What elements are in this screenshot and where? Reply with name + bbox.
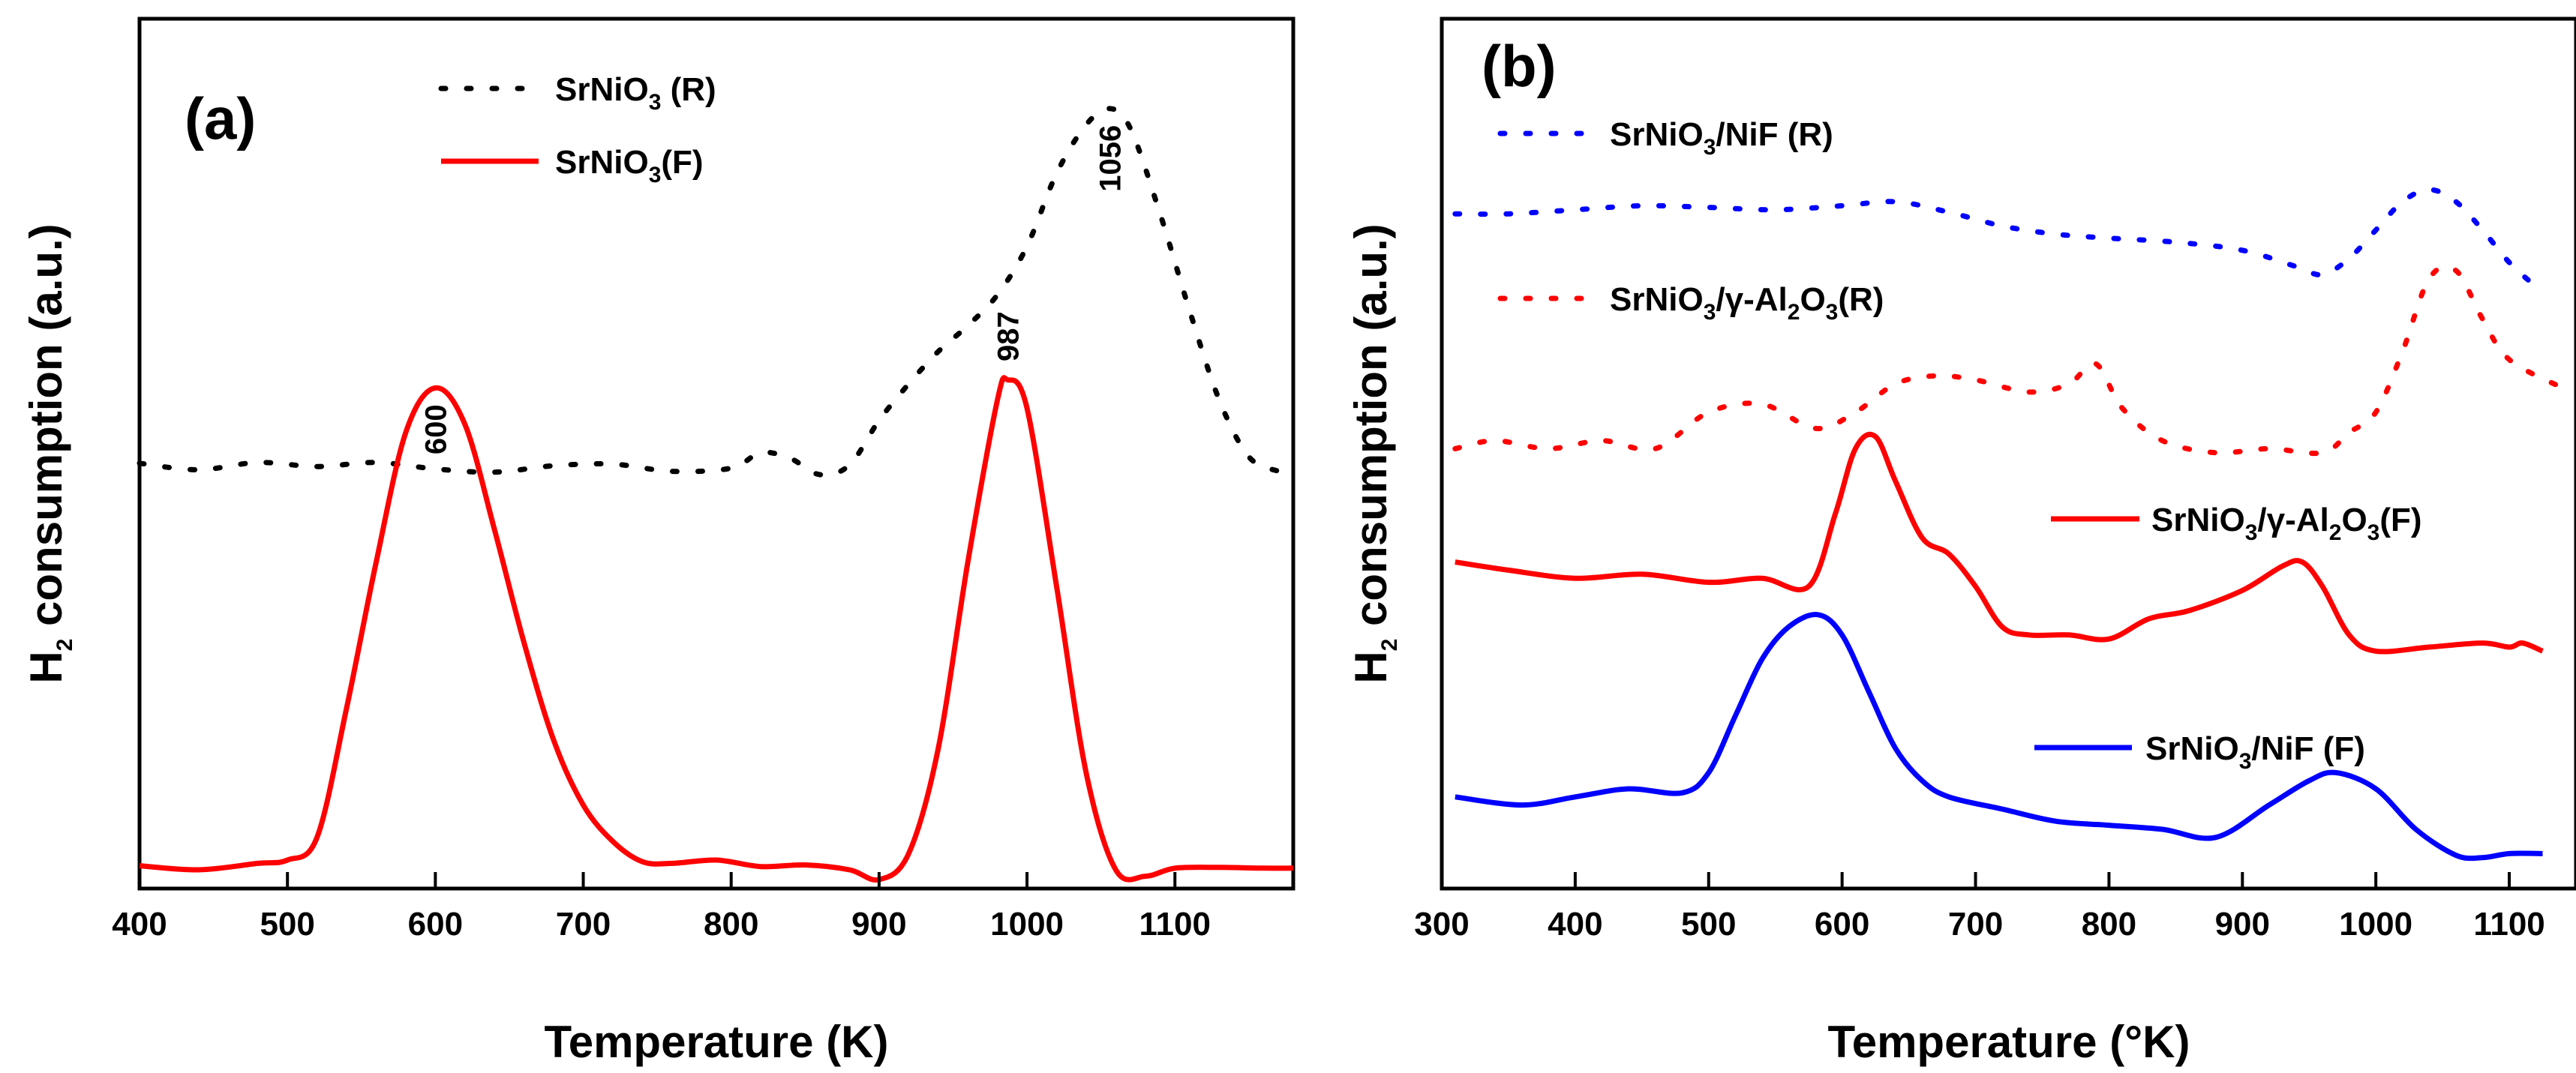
peak-label-600: 600 xyxy=(419,404,452,454)
panel-b-frame xyxy=(1440,16,2576,891)
x-tick-label-600: 600 xyxy=(1815,906,1869,943)
panel-a-series-layer xyxy=(137,106,1294,883)
x-tick-label-300: 300 xyxy=(1414,906,1469,943)
x-tick-label-800: 800 xyxy=(704,906,758,943)
peak-label-1056: 1056 xyxy=(1094,125,1127,192)
panel-b-legend: SrNiO3/NiF (R) SrNiO3/γ-Al2O3(R) SrNiO3/… xyxy=(1497,116,2422,774)
x-tick-label-500: 500 xyxy=(1681,906,1736,943)
panel-b-x-axis-title: Temperature (°K) xyxy=(1828,1017,2190,1067)
x-tick-label-1100: 1100 xyxy=(1139,906,1211,943)
panel-a-frame xyxy=(137,16,1296,891)
panel-a-x-axis-title: Temperature (K) xyxy=(545,1017,889,1067)
series-line-srnio3-al2o3-f-panel-b xyxy=(1455,431,2544,655)
x-tick-label-400: 400 xyxy=(1548,906,1602,943)
panel-b: 300 400 500 600 700 800 900 1000 1100 (b) SrNiO3… xyxy=(1346,16,2576,1067)
panel-a-legend-label-srnio3-r: SrNiO3 (R) xyxy=(555,71,716,115)
x-tick-label-900: 900 xyxy=(851,906,906,943)
panel-b-legend-label-srnio3-al2o3-f: SrNiO3/γ-Al2O3(F) xyxy=(2151,502,2422,545)
x-tick-label-700: 700 xyxy=(1948,906,2003,943)
panel-b-x-ticks: 300 400 500 600 700 800 900 1000 1100 xyxy=(1414,872,2545,943)
panel-b-legend-label-srnio3-nif-f: SrNiO3/NiF (F) xyxy=(2145,730,2365,774)
x-tick-label-1000: 1000 xyxy=(990,906,1064,943)
panel-a-legend: SrNiO3 (R) SrNiO3(F) xyxy=(438,71,716,187)
series-line-srnio3-nif-f-panel-b xyxy=(1455,612,2543,862)
panel-b-legend-label-srnio3-nif-r: SrNiO3/NiF (R) xyxy=(1610,116,1833,160)
x-tick-label-1000: 1000 xyxy=(2339,906,2412,943)
series-line-srnio3-r-panel-a xyxy=(137,106,1281,478)
x-tick-label-700: 700 xyxy=(556,906,611,943)
x-tick-label-800: 800 xyxy=(2082,906,2136,943)
panel-b-y-axis-title: H2 consumption (a.u.) xyxy=(1346,223,1402,683)
panel-a: 400 500 600 700 800 900 1000 1100 (a) SrNiO3 (R… xyxy=(21,16,1296,1067)
panel-a-label: (a) xyxy=(185,85,256,151)
panel-b-series-layer xyxy=(1452,187,2565,862)
panel-a-y-axis-title: H2 consumption (a.u.) xyxy=(21,223,77,683)
x-tick-label-900: 900 xyxy=(2215,906,2270,943)
x-tick-label-400: 400 xyxy=(112,906,167,943)
panel-b-legend-label-srnio3-al2o3-r: SrNiO3/γ-Al2O3(R) xyxy=(1610,281,1884,325)
series-line-srnio3-f-panel-a xyxy=(139,375,1294,883)
peak-label-987: 987 xyxy=(992,311,1025,361)
x-tick-label-500: 500 xyxy=(260,906,314,943)
panel-a-x-ticks: 400 500 600 700 800 900 1000 1100 xyxy=(112,872,1211,943)
series-line-srnio3-al2o3-r-panel-b xyxy=(1452,264,2565,457)
panel-a-legend-label-srnio3-f: SrNiO3(F) xyxy=(555,144,704,187)
x-tick-label-600: 600 xyxy=(408,906,463,943)
panel-b-label: (b) xyxy=(1482,33,1557,99)
x-tick-label-1100: 1100 xyxy=(2473,906,2544,943)
